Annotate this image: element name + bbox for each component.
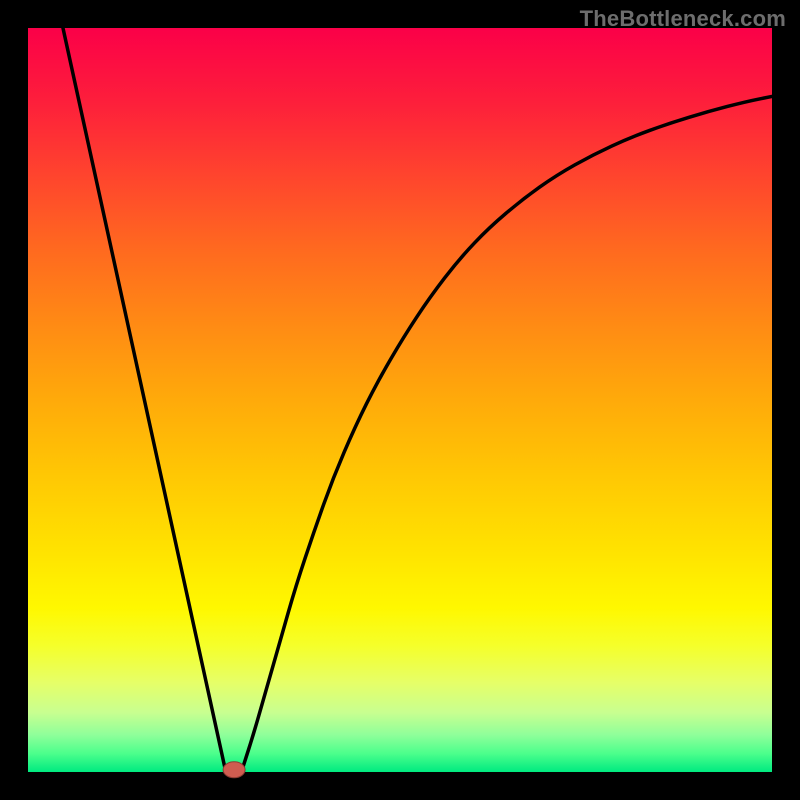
attribution-text: TheBottleneck.com [580, 6, 786, 32]
minimum-marker [223, 762, 245, 778]
bottleneck-chart [0, 0, 800, 800]
plot-background [28, 28, 772, 772]
